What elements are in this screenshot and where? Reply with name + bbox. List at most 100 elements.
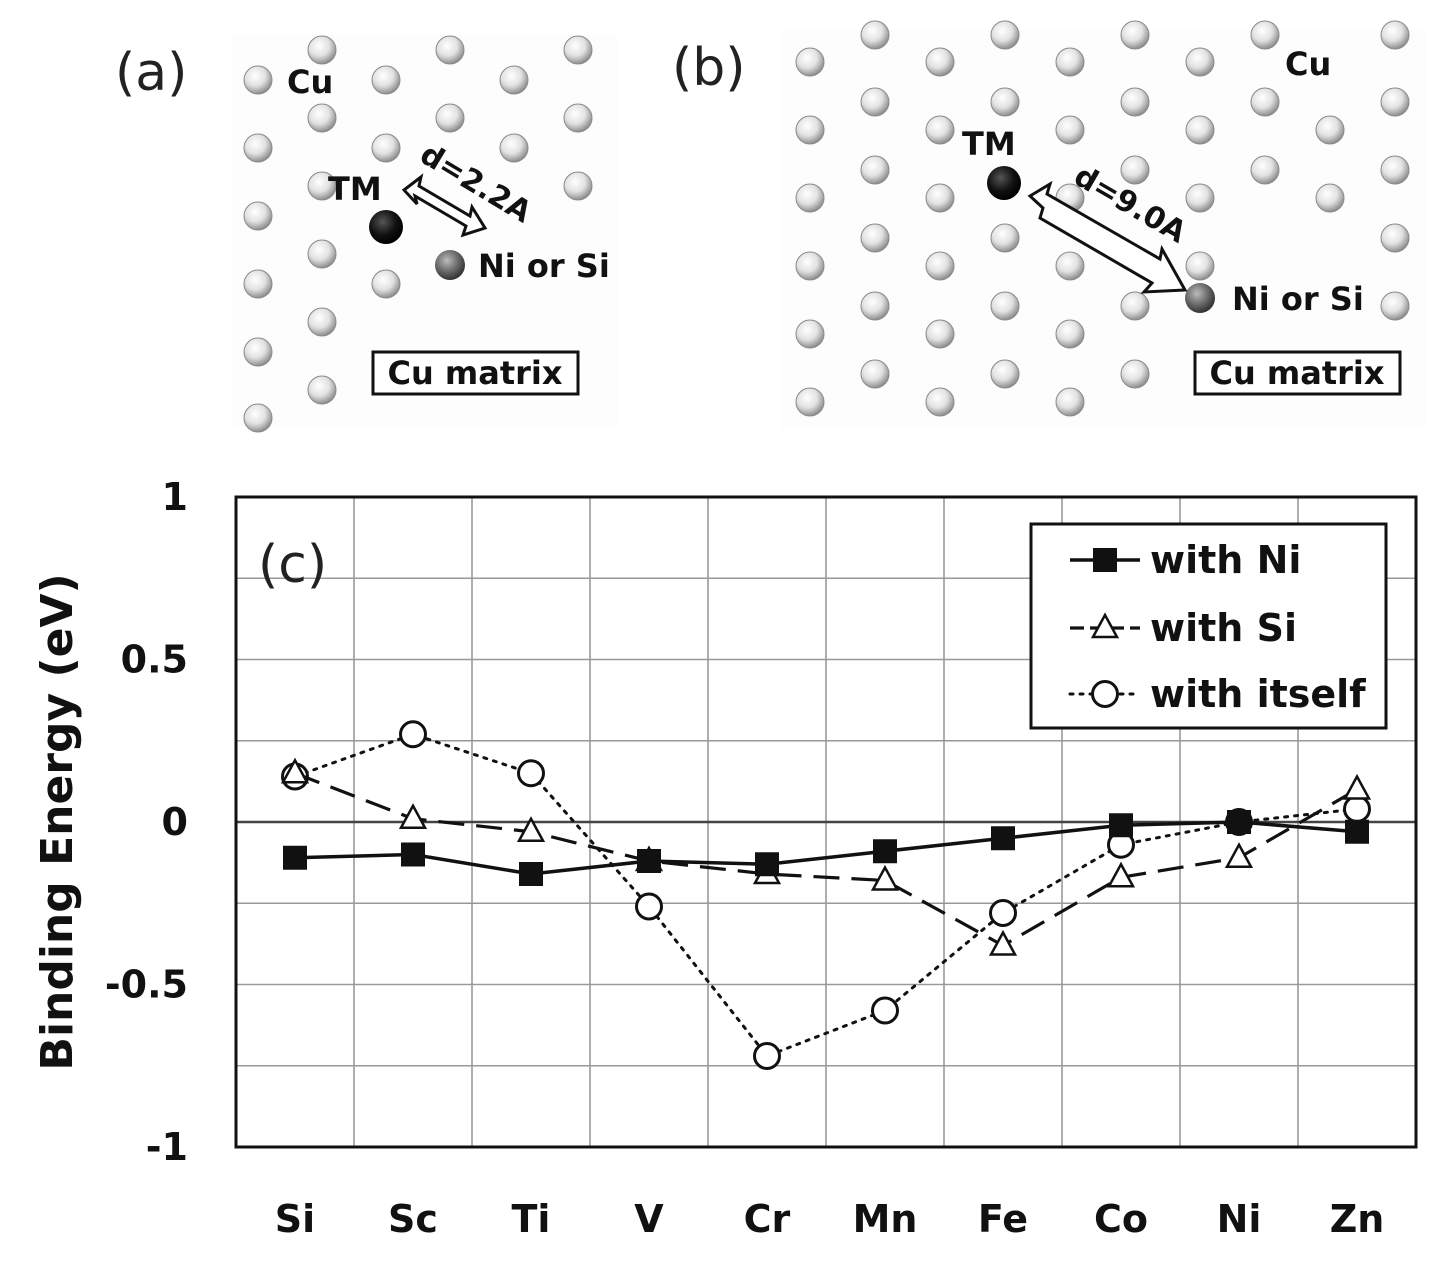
panel-b-tm-atom xyxy=(987,166,1021,200)
panel-a-tm-atom xyxy=(369,210,403,244)
cu-atom xyxy=(243,269,273,299)
cu-atom xyxy=(860,359,890,389)
x-axis-ticks: Si Sc Ti V Cr Mn Fe Co Ni Zn xyxy=(275,1197,1385,1241)
y-tick-label: 1 xyxy=(162,475,188,519)
panel-b-lattice xyxy=(795,20,1410,417)
panel-a-partner-label: Ni or Si xyxy=(478,247,610,285)
cu-atom xyxy=(990,223,1020,253)
cu-atom xyxy=(1380,223,1410,253)
data-point-with-ni xyxy=(873,839,897,864)
cu-atom xyxy=(795,183,825,213)
cu-atom xyxy=(990,359,1020,389)
cu-atom xyxy=(1120,155,1150,185)
cu-atom xyxy=(990,20,1020,50)
cu-atom xyxy=(1120,359,1150,389)
data-point-with-si xyxy=(280,757,310,784)
cu-atom xyxy=(243,65,273,95)
legend-label-with-ni: with Ni xyxy=(1150,538,1301,582)
cu-atom xyxy=(563,171,593,201)
legend-marker-with-itself xyxy=(1091,680,1119,708)
data-point-with-ni xyxy=(1109,813,1133,838)
chart-series xyxy=(280,720,1372,1070)
y-tick-label: 0.5 xyxy=(121,638,188,682)
panel-a-matrix-box xyxy=(371,350,580,396)
panel-a-letter: (a) xyxy=(115,43,187,103)
cu-atom xyxy=(1315,115,1345,145)
data-point-with-itself xyxy=(399,720,427,749)
x-tick-label: Sc xyxy=(388,1197,438,1241)
panel-b-partner-label: Ni or Si xyxy=(1232,280,1364,318)
panel-c-letter: (c) xyxy=(258,535,327,595)
cu-atom xyxy=(1185,115,1215,145)
x-tick-label: Co xyxy=(1094,1197,1148,1241)
cu-atom xyxy=(1055,319,1085,349)
y-axis-label: Binding Energy (eV) xyxy=(32,573,83,1070)
panel-b-matrix-box xyxy=(1193,350,1402,396)
panel-b-letter: (b) xyxy=(672,38,746,98)
cu-atom xyxy=(243,337,273,367)
panel-a-tm-label: TM xyxy=(328,170,382,208)
cu-atom xyxy=(243,133,273,163)
cu-atom xyxy=(1055,115,1085,145)
data-point-with-si xyxy=(870,864,900,891)
y-tick-label: -0.5 xyxy=(105,963,188,1007)
cu-atom xyxy=(307,375,337,405)
y-axis-ticks: 1 0.5 0 -0.5 -1 xyxy=(105,475,188,1169)
data-point-with-itself xyxy=(753,1042,781,1070)
cu-atom xyxy=(1185,251,1215,281)
legend-item-with-si: with Si xyxy=(1070,606,1297,650)
cu-atom xyxy=(990,291,1020,321)
data-point-with-si xyxy=(988,929,1018,956)
cu-atom xyxy=(925,251,955,281)
data-point-with-ni xyxy=(755,852,779,877)
cu-atom xyxy=(1315,183,1345,213)
cu-atom xyxy=(990,87,1020,117)
panel-a: (a) Cu TM d=2.2A Ni or Si Cu matrix xyxy=(115,35,618,433)
x-tick-label: Ti xyxy=(512,1197,551,1241)
legend-marker-with-si xyxy=(1090,612,1120,639)
data-point-with-si xyxy=(516,816,546,842)
cu-atom xyxy=(1185,47,1215,77)
cu-atom xyxy=(563,103,593,133)
panel-b: (b) Cu TM d=9.0A Ni or Si Cu matrix xyxy=(672,20,1426,428)
panel-a-matrix-label: Cu matrix xyxy=(387,354,562,392)
cu-atom xyxy=(1250,87,1280,117)
cu-atom xyxy=(307,171,337,201)
cu-atom xyxy=(860,87,890,117)
x-tick-label: Ni xyxy=(1217,1197,1262,1241)
cu-atom xyxy=(860,291,890,321)
x-tick-label: Mn xyxy=(853,1197,918,1241)
legend-item-with-itself: with itself xyxy=(1068,672,1366,716)
series-line-with-ni xyxy=(294,820,1358,876)
cu-atom xyxy=(371,65,401,95)
x-tick-label: V xyxy=(634,1197,664,1241)
legend-label-with-itself: with itself xyxy=(1150,672,1366,716)
data-point-with-itself xyxy=(871,996,899,1025)
data-point-with-ni xyxy=(519,862,543,886)
cu-atom xyxy=(795,387,825,417)
cu-atom xyxy=(563,35,593,65)
data-point-with-si xyxy=(398,803,428,829)
cu-atom xyxy=(1250,155,1280,185)
cu-atom xyxy=(1380,155,1410,185)
cu-atom xyxy=(499,65,529,95)
cu-atom xyxy=(795,115,825,145)
panel-a-lattice xyxy=(243,35,593,433)
cu-atom xyxy=(435,103,465,133)
cu-atom xyxy=(1120,291,1150,321)
cu-atom xyxy=(1185,183,1215,213)
legend-label-with-si: with Si xyxy=(1150,606,1297,650)
plot-frame xyxy=(234,495,1418,1149)
panel-a-cu-label: Cu xyxy=(287,63,333,101)
cu-atom xyxy=(435,35,465,65)
data-point-with-ni xyxy=(1345,819,1369,844)
cu-atom xyxy=(925,183,955,213)
data-point-with-ni xyxy=(637,849,661,873)
data-point-with-si xyxy=(1342,773,1372,800)
cu-atom xyxy=(1380,291,1410,321)
cu-atom xyxy=(925,115,955,145)
cu-atom xyxy=(860,155,890,185)
x-tick-label: Cr xyxy=(744,1197,791,1241)
data-point-with-ni xyxy=(1227,810,1251,834)
